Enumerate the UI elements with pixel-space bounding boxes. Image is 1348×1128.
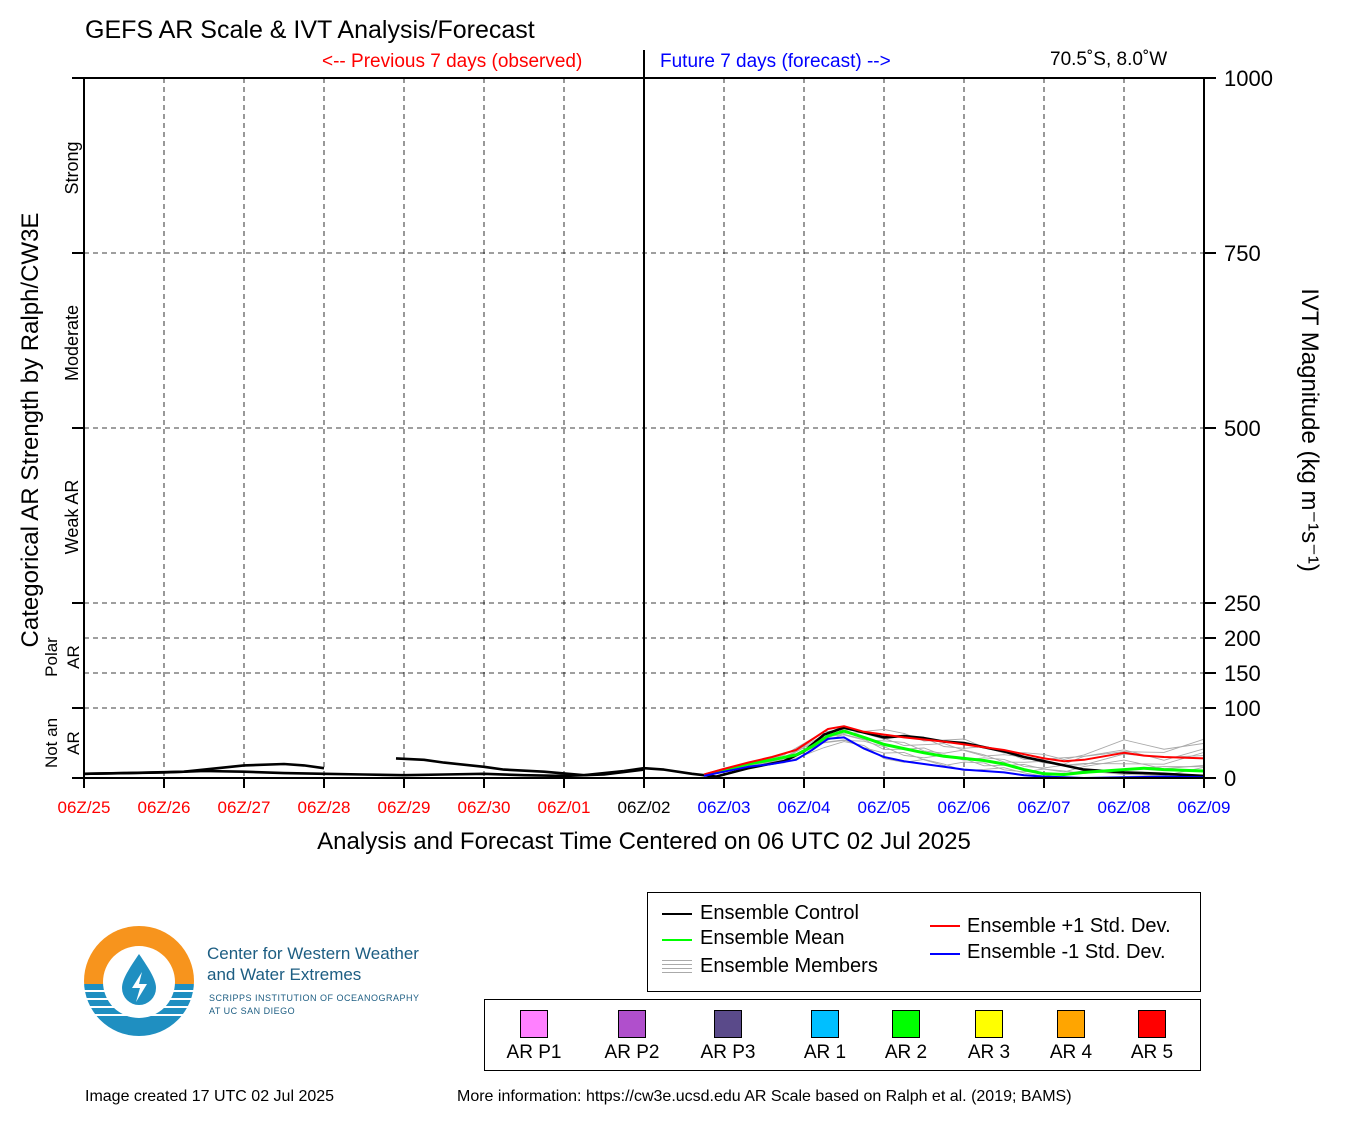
cw3e-logo: [84, 926, 194, 1036]
category-label: Weak AR: [62, 480, 82, 555]
right-axis-title: IVT Magnitude (kg m⁻¹s⁻¹): [1296, 288, 1323, 572]
ensemble-member-line: [703, 728, 1205, 775]
x-tick-label: 06Z/30: [458, 798, 511, 817]
category-ar-5: AR 5: [1117, 1010, 1187, 1064]
category-label: AR P1: [506, 1042, 562, 1063]
x-tick-label: 06Z/04: [778, 798, 831, 817]
category-swatch: [714, 1010, 742, 1038]
x-tick-label: 06Z/27: [218, 798, 271, 817]
y-tick-label: 150: [1224, 661, 1261, 686]
legend-swatch-plus-std: [930, 925, 960, 927]
category-ar-p2: AR P2: [597, 1010, 667, 1064]
x-tick-label: 06Z/07: [1018, 798, 1071, 817]
category-label: Moderate: [62, 305, 82, 381]
y-tick-label: 750: [1224, 241, 1261, 266]
category-label: AR 3: [967, 1042, 1011, 1063]
legend-swatch-members: [662, 960, 692, 974]
category-label: Not an AR: [42, 718, 83, 768]
category-label: Strong: [62, 141, 82, 194]
legend-swatch-mean: [662, 939, 692, 941]
y-tick-label: 200: [1224, 626, 1261, 651]
series-line-ensemble-1-std-dev-: [703, 725, 1205, 776]
x-tick-label: 06Z/29: [378, 798, 431, 817]
category-ar-4: AR 4: [1036, 1010, 1106, 1064]
image-created-note: Image created 17 UTC 02 Jul 2025: [85, 1088, 335, 1105]
category-swatch: [892, 1010, 920, 1038]
series-line-ensemble-mean: [703, 729, 1205, 777]
logo-text-line1: Center for Western Weather: [207, 944, 419, 963]
legend-label-control: Ensemble Control: [700, 902, 859, 924]
category-swatch: [520, 1010, 548, 1038]
left-axis-title: Categorical AR Strength by Ralph/CW3E: [17, 213, 44, 648]
x-tick-label: 06Z/25: [58, 798, 111, 817]
y-tick-label: 1000: [1224, 66, 1273, 91]
category-label: AR P3: [700, 1042, 756, 1063]
category-swatch: [1138, 1010, 1166, 1038]
line-legend: Ensemble Control Ensemble Mean Ensemble …: [647, 892, 1201, 992]
category-ar-p3: AR P3: [693, 1010, 763, 1064]
category-label: Polar AR: [42, 637, 83, 677]
category-swatch: [618, 1010, 646, 1038]
legend-swatch-control: [662, 913, 692, 915]
x-tick-label: 06Z/02: [618, 798, 671, 817]
y-tick-label: 500: [1224, 416, 1261, 441]
category-legend: AR P1 AR P2 AR P3 AR 1 AR 2 AR 3 AR 4 AR 5: [484, 999, 1201, 1071]
category-label: AR 5: [1130, 1042, 1174, 1063]
category-label: AR 4: [1049, 1042, 1093, 1063]
category-label: AR 2: [884, 1042, 928, 1063]
series-line-ensemble-control: [83, 768, 645, 778]
y-tick-label: 250: [1224, 591, 1261, 616]
legend-label-plus-std: Ensemble +1 Std. Dev.: [967, 915, 1171, 937]
logo-text-line2: and Water Extremes: [207, 965, 362, 984]
category-label: AR P2: [604, 1042, 660, 1063]
category-ar-p1: AR P1: [499, 1010, 569, 1064]
x-tick-label: 06Z/09: [1178, 798, 1231, 817]
x-axis-label: Analysis and Forecast Time Centered on 0…: [317, 828, 971, 855]
category-ar-1: AR 1: [790, 1010, 860, 1064]
x-tick-label: 06Z/05: [858, 798, 911, 817]
x-tick-label: 06Z/28: [298, 798, 351, 817]
legend-label-minus-std: Ensemble -1 Std. Dev.: [967, 941, 1166, 963]
category-swatch: [811, 1010, 839, 1038]
category-label: AR 1: [803, 1042, 847, 1063]
location-label: 70.5˚S, 8.0˚W: [1050, 49, 1168, 70]
category-swatch: [975, 1010, 1003, 1038]
series-line-ensemble-control: [395, 726, 1205, 778]
legend-swatch-minus-std: [930, 953, 960, 955]
x-tick-label: 06Z/08: [1098, 798, 1151, 817]
category-swatch: [1057, 1010, 1085, 1038]
previous-period-label: <-- Previous 7 days (observed): [322, 51, 583, 72]
ar-scale-chart: 06Z/25 06Z/26 06Z/27 06Z/28 06Z/29 06Z/30 06Z/…: [17, 50, 1323, 817]
legend-label-mean: Ensemble Mean: [700, 927, 845, 949]
x-tick-label: 06Z/01: [538, 798, 591, 817]
category-ar-2: AR 2: [871, 1010, 941, 1064]
more-info-note: More information: https://cw3e.ucsd.edu …: [457, 1088, 1072, 1105]
x-tick-label: 06Z/06: [938, 798, 991, 817]
future-period-label: Future 7 days (forecast) -->: [660, 51, 891, 72]
category-ar-3: AR 3: [954, 1010, 1024, 1064]
logo-text-line4: AT UC SAN DIEGO: [209, 1006, 296, 1016]
chart-title: GEFS AR Scale & IVT Analysis/Forecast: [85, 16, 535, 44]
y-tick-label: 0: [1224, 766, 1236, 791]
y-tick-label: 100: [1224, 696, 1261, 721]
x-tick-label: 06Z/03: [698, 798, 751, 817]
logo-text-line3: SCRIPPS INSTITUTION OF OCEANOGRAPHY: [209, 993, 420, 1003]
x-tick-label: 06Z/26: [138, 798, 191, 817]
legend-label-members: Ensemble Members: [700, 955, 878, 977]
